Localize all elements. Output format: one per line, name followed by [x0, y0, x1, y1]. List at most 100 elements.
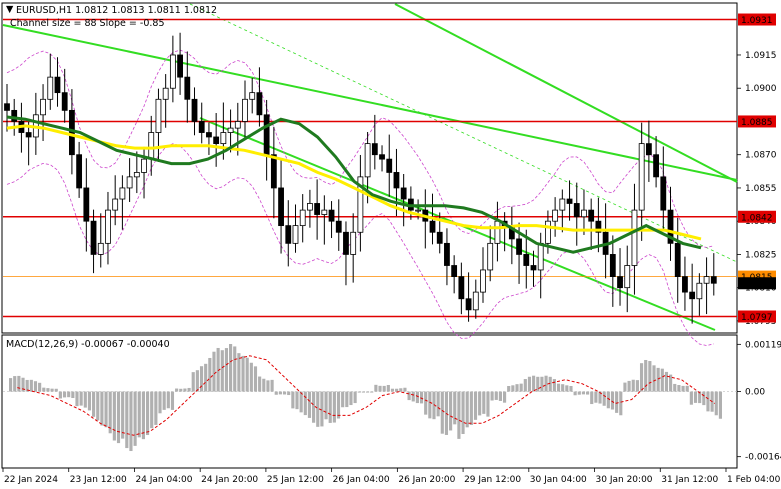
candle	[472, 279, 479, 319]
candle	[40, 84, 46, 141]
candle-body	[386, 158, 393, 173]
candle-body	[595, 220, 602, 233]
time-tick-label: 26 Jan 04:00	[333, 475, 390, 485]
macd-histogram-bar	[13, 376, 17, 392]
macd-histogram-bar	[469, 391, 473, 426]
candle-body	[516, 238, 522, 255]
macd-histogram-bar	[693, 391, 698, 403]
candle-body	[573, 203, 580, 218]
macd-histogram-bar	[536, 376, 540, 392]
candle	[105, 191, 111, 265]
macd-histogram-bar	[29, 379, 33, 392]
candle	[552, 197, 559, 237]
candle-body	[162, 87, 169, 100]
candle	[133, 151, 140, 194]
bollinger-lower-line	[6, 143, 714, 346]
candle-body	[25, 132, 32, 138]
candle-body	[487, 242, 494, 271]
time-tick-label: 22 Jan 2024	[4, 475, 58, 485]
candle	[458, 262, 465, 315]
macd-histogram-bar	[565, 385, 569, 392]
candle	[566, 180, 573, 221]
macd-histogram-bar	[87, 391, 92, 411]
candle-body	[494, 220, 501, 244]
macd-histogram-bar	[660, 368, 664, 392]
macd-histogram-bar	[635, 380, 639, 392]
candle	[299, 194, 306, 243]
macd-histogram-bar	[62, 391, 67, 398]
level-badge-1-bg	[738, 115, 776, 128]
channel-middle-line	[189, 3, 738, 263]
candle	[371, 114, 378, 170]
macd-histogram-bar	[594, 391, 598, 403]
candle	[97, 213, 104, 268]
macd-histogram-bar	[116, 391, 121, 444]
candle	[54, 57, 61, 107]
candle	[530, 250, 537, 287]
candle-body	[126, 176, 133, 189]
macd-histogram-bar	[482, 391, 486, 414]
macd-histogram-bar	[46, 388, 50, 392]
macd-histogram-bar	[67, 391, 71, 398]
macd-histogram-bar	[685, 385, 689, 392]
macd-histogram-bar	[602, 391, 606, 406]
candle	[83, 158, 90, 252]
current-price-badge: 1.0812	[741, 280, 773, 290]
macd-histogram-bar	[353, 391, 357, 404]
candle-body	[90, 220, 97, 255]
macd-histogram-bar	[96, 391, 100, 421]
candle-body	[321, 209, 328, 215]
macd-histogram-bar	[341, 391, 345, 408]
macd-histogram-bar	[303, 391, 307, 416]
channel-upper-right-line	[394, 3, 738, 183]
macd-histogram-bar	[656, 367, 660, 392]
candle-body	[76, 154, 83, 189]
macd-histogram-bar	[299, 391, 303, 413]
macd-histogram-bar	[137, 391, 141, 438]
candle	[508, 206, 515, 265]
candle	[90, 209, 97, 274]
candle	[292, 204, 299, 253]
symbol-header: EURUSD,H1 1.0812 1.0813 1.0811 1.0812	[16, 5, 217, 16]
candle-body	[343, 231, 349, 255]
candle	[76, 141, 83, 198]
candle	[213, 113, 220, 167]
candle	[573, 182, 580, 246]
macd-histogram-bar	[507, 386, 511, 392]
macd-histogram-bar	[639, 363, 644, 392]
macd-histogram-bar	[590, 391, 594, 405]
macd-histogram-bar	[320, 391, 324, 427]
time-tick-label: 23 Jan 12:00	[70, 475, 127, 485]
macd-histogram-bar	[494, 391, 498, 400]
macd-histogram-bar	[183, 388, 187, 392]
time-tick-label: 1 Feb 04:00	[727, 475, 781, 485]
candle-body	[270, 154, 277, 189]
candle	[386, 134, 393, 197]
macd-histogram-bar	[552, 379, 556, 392]
channel-info: Channel size = 88 Slope = -0.85	[10, 18, 165, 29]
candle-body	[631, 209, 638, 266]
candle-body	[11, 109, 18, 122]
macd-histogram-bar	[278, 391, 282, 395]
macd-histogram-bar	[519, 383, 523, 392]
macd-histogram-bar	[141, 391, 145, 440]
candle-body	[371, 143, 378, 156]
macd-label: MACD(12,26,9) -0.00067 -0.00040	[6, 339, 170, 350]
macd-histogram-bar	[627, 380, 631, 392]
level-badge-1: 1.0885	[741, 118, 773, 128]
macd-histogram-bar	[38, 382, 42, 392]
candle-body	[213, 136, 220, 145]
price-tick-label: 1.0900	[745, 84, 777, 94]
macd-histogram-bar	[386, 384, 390, 392]
macd-histogram-bar	[307, 391, 312, 418]
candle	[631, 183, 638, 295]
candle	[314, 179, 321, 240]
macd-histogram-bar	[610, 391, 615, 410]
candle-body	[105, 209, 111, 244]
macd-histogram-bar	[253, 366, 258, 392]
candle	[227, 109, 234, 153]
macd-histogram-bar	[175, 388, 179, 392]
macd-histogram-bar	[615, 391, 619, 413]
